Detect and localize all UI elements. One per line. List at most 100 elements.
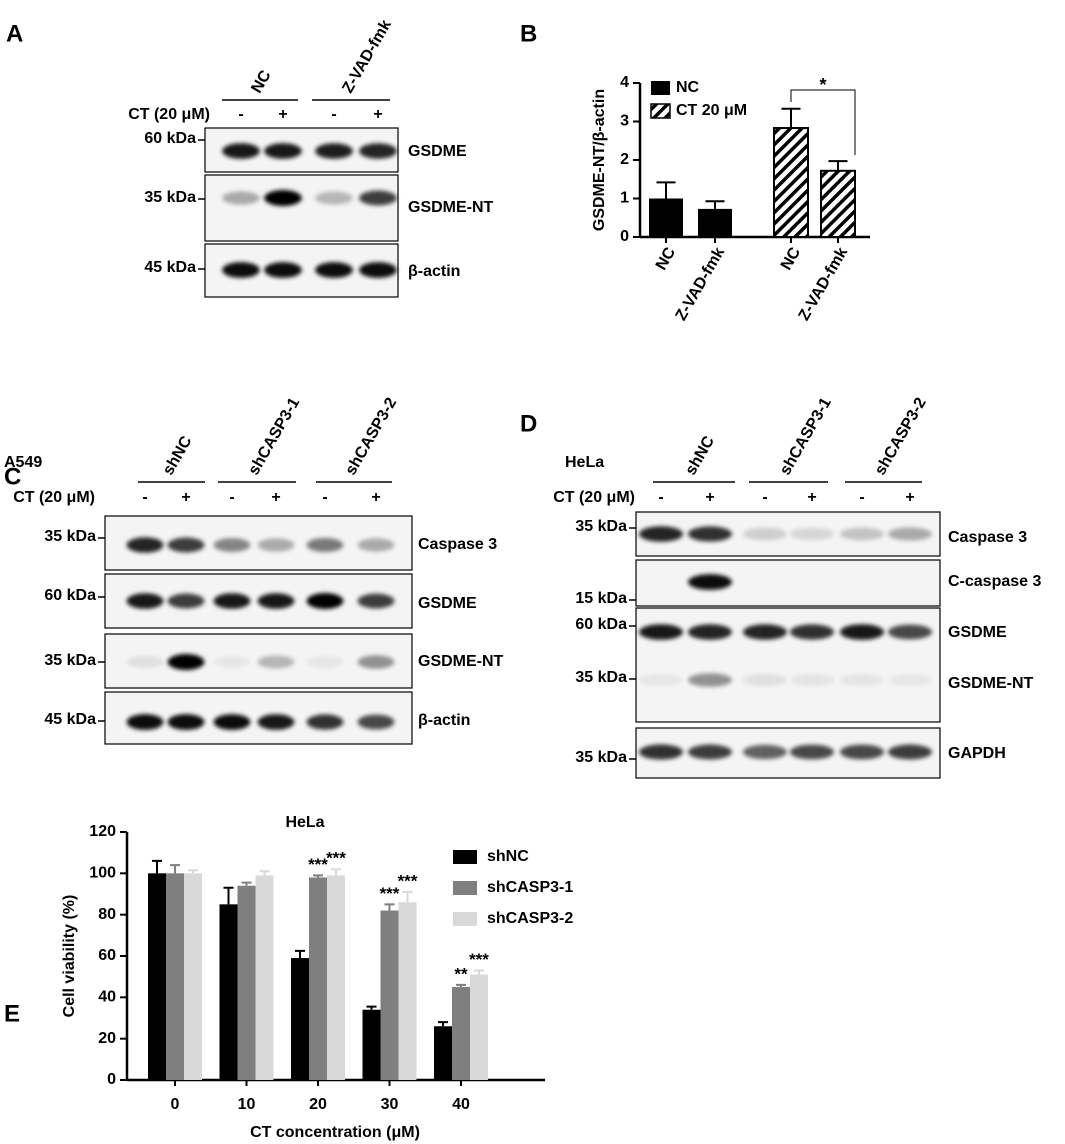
error-bar [241, 881, 252, 886]
treatment-sign: - [238, 106, 243, 123]
band [839, 673, 885, 687]
protein-label: Caspase 3 [948, 529, 1027, 546]
band [742, 527, 788, 541]
significance-bracket [790, 89, 856, 155]
bar [291, 958, 309, 1080]
x-axis-label: CT concentration (μM) [250, 1124, 420, 1141]
group-label: shCASP3-2 [872, 395, 930, 478]
panel-letter: E [4, 1000, 20, 1027]
error-bar [437, 1021, 449, 1027]
cell-line: HeLa [565, 454, 604, 471]
panel-letter: A [6, 20, 23, 47]
band [306, 593, 344, 609]
band [638, 744, 684, 760]
x-tick-label: 10 [238, 1096, 256, 1113]
y-tick-label: 3 [620, 113, 629, 130]
bar [255, 875, 274, 1080]
y-tick-label: 0 [107, 1071, 116, 1088]
marker-label: 35 kDa [144, 189, 196, 206]
bar [219, 904, 238, 1080]
y-tick-label: 0 [620, 228, 629, 245]
legend-label: shCASP3-2 [487, 910, 573, 927]
band [167, 654, 205, 670]
band [213, 655, 251, 669]
y-tick-label: 20 [98, 1030, 116, 1047]
treatment-sign: + [271, 489, 280, 506]
band [687, 673, 733, 687]
x-tick-label: Z-VAD-fmk [796, 245, 852, 324]
legend-label: shCASP3-1 [487, 879, 573, 896]
x-tick-label: 30 [381, 1096, 399, 1113]
error-bar [223, 886, 234, 905]
group-label: NC [248, 67, 275, 96]
treatment-sign: + [278, 106, 287, 123]
error-bar [187, 869, 199, 874]
legend-swatch [453, 912, 477, 926]
band [789, 744, 835, 760]
band [315, 143, 353, 159]
bar [184, 873, 202, 1080]
x-tick-label: 20 [309, 1096, 327, 1113]
treatment-label: CT (20 μM) [553, 489, 635, 506]
significance-label: ** [454, 964, 468, 983]
band [167, 537, 205, 553]
x-tick-label: 40 [452, 1096, 470, 1113]
band [687, 574, 733, 590]
protein-label: GSDME-NT [418, 653, 504, 670]
band [742, 673, 788, 687]
treatment-sign: + [373, 106, 382, 123]
protein-label: Caspase 3 [418, 536, 497, 553]
error-bar [366, 1005, 377, 1010]
bar [434, 1026, 452, 1080]
bar [398, 902, 417, 1080]
bar [327, 875, 345, 1080]
band [264, 190, 302, 206]
legend-label: shNC [487, 848, 529, 865]
error-bar [781, 107, 801, 129]
y-tick-label: 120 [89, 823, 116, 840]
band [257, 538, 295, 552]
bar [237, 885, 256, 1080]
marker-label: 35 kDa [575, 749, 627, 766]
y-tick-label: 80 [98, 906, 116, 923]
treatment-sign: - [322, 489, 327, 506]
bar [820, 169, 856, 238]
panel-letter: D [520, 410, 537, 437]
treatment-sign: - [658, 489, 663, 506]
error-bar [294, 949, 306, 959]
bar [166, 873, 184, 1080]
marker-label: 60 kDa [144, 130, 196, 147]
marker-label: 45 kDa [144, 259, 196, 276]
band [638, 526, 684, 542]
band [839, 624, 885, 640]
error-bar [455, 983, 467, 987]
band [839, 527, 885, 541]
error-bar [705, 200, 725, 209]
band [213, 593, 251, 609]
group-label: shNC [160, 433, 196, 478]
marker-label: 15 kDa [575, 590, 627, 607]
significance-label: * [819, 75, 826, 95]
significance-label: *** [380, 884, 400, 903]
band [264, 262, 302, 278]
band [357, 655, 395, 669]
band [213, 714, 251, 730]
band [357, 593, 395, 609]
legend-swatch [453, 881, 477, 895]
band [359, 143, 397, 159]
marker-label: 60 kDa [575, 616, 627, 633]
error-bar [151, 859, 163, 874]
y-axis-label: Cell viability (%) [61, 895, 78, 1018]
significance-label: *** [308, 855, 328, 874]
protein-label: C-caspase 3 [948, 573, 1041, 590]
group-label: shCASP3-2 [342, 395, 400, 478]
blot-box [635, 559, 941, 607]
error-bar [259, 870, 270, 876]
band [257, 655, 295, 669]
protein-label: GSDME [408, 143, 467, 160]
marker-label: 35 kDa [44, 528, 96, 545]
marker-label: 35 kDa [44, 652, 96, 669]
legend-swatch [650, 103, 671, 119]
band [687, 624, 733, 640]
band [638, 673, 684, 687]
